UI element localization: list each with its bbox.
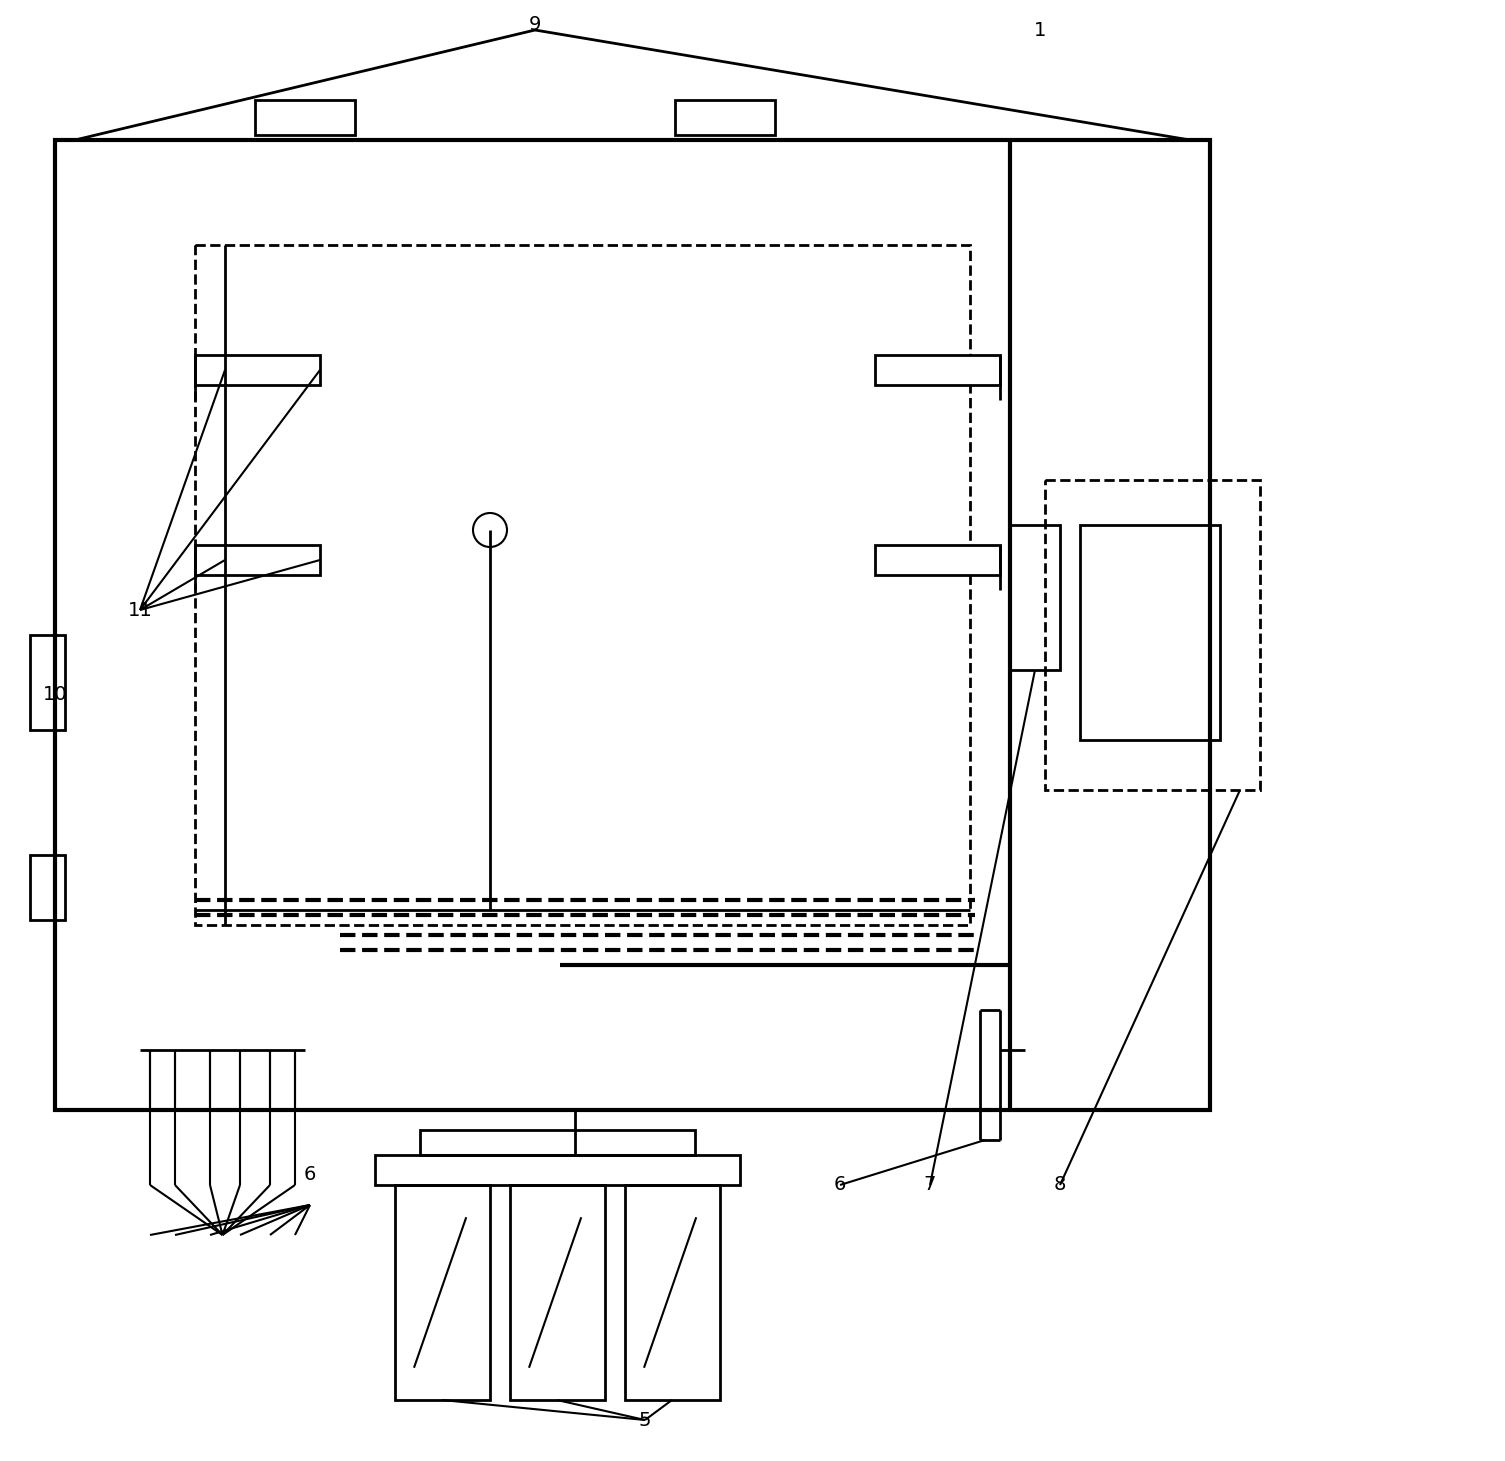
Bar xyxy=(625,1185,719,1400)
Bar xyxy=(56,140,1210,1110)
Bar xyxy=(510,1185,605,1400)
Bar xyxy=(30,855,65,920)
Bar xyxy=(874,355,999,386)
Bar xyxy=(676,99,775,134)
Bar xyxy=(196,355,321,386)
Bar xyxy=(196,545,321,576)
Bar xyxy=(196,245,971,925)
Bar xyxy=(420,1129,695,1156)
Bar xyxy=(1081,524,1221,741)
Text: 11: 11 xyxy=(128,600,152,619)
Bar xyxy=(394,1185,491,1400)
Bar xyxy=(375,1156,740,1185)
Text: 6: 6 xyxy=(304,1166,316,1185)
Text: 8: 8 xyxy=(1054,1176,1066,1195)
Bar xyxy=(874,545,999,576)
Text: 10: 10 xyxy=(42,685,68,704)
Bar xyxy=(30,636,65,730)
Text: 6: 6 xyxy=(834,1176,846,1195)
Bar xyxy=(254,99,355,134)
Bar xyxy=(1044,481,1260,790)
Text: 7: 7 xyxy=(924,1176,936,1195)
Text: 1: 1 xyxy=(1034,20,1046,39)
Text: 5: 5 xyxy=(638,1410,652,1429)
Text: 9: 9 xyxy=(528,16,542,35)
Bar xyxy=(1010,524,1060,671)
